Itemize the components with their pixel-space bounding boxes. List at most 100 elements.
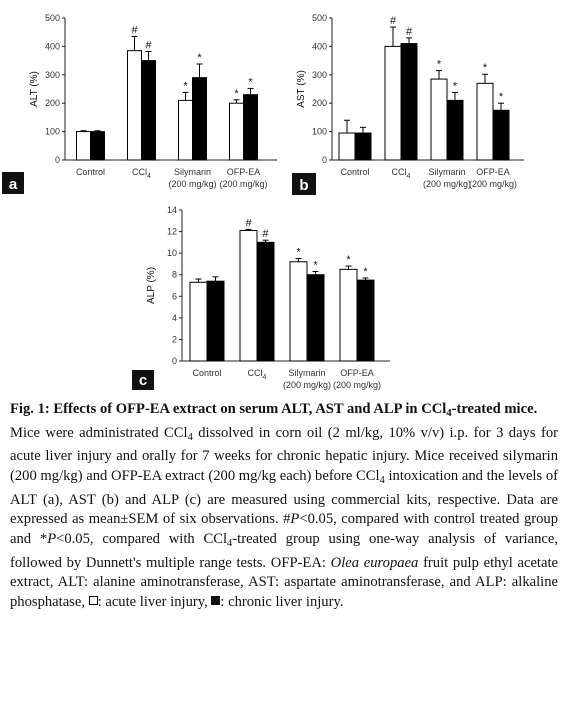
caption-title-text: Fig. 1: Effects of OFP-EA extract on ser… — [10, 401, 447, 417]
caption-text: dissolved in corn oil (2 ml/kg, 10% v/v)… — [10, 424, 558, 485]
significance-hash-mark: # — [145, 40, 152, 52]
figure-area: 0 100 200 300 400 500 ALT (%) Control # # CCl4 * * Si… — [2, 13, 524, 390]
caption-title-text-end: -treated mice. — [451, 401, 538, 417]
panel-badge-label: c — [139, 372, 147, 389]
y-tick-label: 10 — [167, 248, 177, 258]
category-label: Control — [340, 167, 369, 177]
category-label: OFP-EA — [227, 167, 261, 177]
category-label: CCl4 — [248, 368, 267, 381]
open-square-icon — [88, 595, 98, 605]
caption-species-italic: Olea europaea — [330, 554, 419, 571]
chart-panel-ast: 0 100 200 300 400 500 AST (%) Control # # CCl4 * * Si… — [292, 13, 524, 195]
bar-filled — [354, 132, 372, 161]
significance-star-mark: * — [483, 62, 488, 74]
caption-text: <0.05, compared with control treated gro… — [10, 511, 558, 547]
significance-star-mark: * — [363, 266, 368, 278]
caption-title-subscript: 4 — [446, 408, 452, 420]
caption-subscript: 4 — [187, 431, 193, 443]
y-tick-label: 500 — [312, 13, 327, 23]
bar-filled — [400, 43, 418, 161]
bar-filled — [356, 279, 375, 362]
caption-subscript: 4 — [227, 538, 233, 550]
category-label-subscript: 4 — [263, 374, 267, 381]
filled-square-icon — [211, 595, 221, 605]
bar-filled — [90, 131, 105, 161]
y-tick-label: 4 — [172, 313, 177, 323]
significance-star-mark: * — [437, 59, 442, 71]
category-label: Control — [192, 368, 221, 378]
panel-badge — [132, 370, 154, 390]
chart-panel-alp: 0 2 4 6 8 10 12 14 ALP (%) Control # # CCl4 * * Silymar… — [132, 205, 390, 390]
bar-open — [289, 261, 308, 362]
y-axis-label: ALT (%) — [29, 71, 40, 107]
category-label: OFP-EA — [340, 368, 374, 378]
bar-open — [239, 229, 258, 362]
panel-badge — [292, 173, 316, 195]
bar-filled — [306, 274, 325, 362]
panel-badge — [2, 172, 24, 194]
bar-filled — [243, 94, 258, 161]
y-axis-label: AST (%) — [296, 70, 307, 108]
bar-open — [189, 281, 208, 362]
significance-hash-mark: # — [390, 15, 397, 27]
bar-filled — [446, 99, 464, 161]
category-label: Silymarin — [288, 368, 325, 378]
caption-text: : chronic liver injury. — [220, 593, 344, 610]
y-tick-label: 500 — [45, 13, 60, 23]
significance-star-mark: * — [248, 76, 253, 88]
bar-open — [384, 45, 402, 161]
bar-filled — [141, 60, 156, 161]
bar-open — [430, 78, 448, 161]
bar-filled — [206, 280, 225, 362]
y-tick-label: 400 — [45, 41, 60, 51]
bar-filled — [192, 77, 207, 161]
category-label: Silymarin — [428, 167, 465, 177]
category-label: Silymarin — [174, 167, 211, 177]
caption-title: Fig. 1: Effects of OFP-EA extract on ser… — [10, 400, 558, 424]
bar-open — [127, 50, 142, 161]
y-tick-label: 0 — [172, 356, 177, 366]
y-axis-label: ALP (%) — [146, 267, 157, 304]
figure-caption: Fig. 1: Effects of OFP-EA extract on ser… — [10, 400, 558, 613]
significance-star-mark: * — [453, 80, 458, 92]
caption-subscript: 4 — [379, 475, 385, 487]
caption-p-italic: P — [290, 511, 300, 528]
category-sublabel: (200 mg/kg) — [423, 179, 471, 189]
y-tick-label: 6 — [172, 291, 177, 301]
y-tick-label: 300 — [45, 70, 60, 80]
y-tick-label: 100 — [45, 127, 60, 137]
bar-open — [229, 102, 244, 161]
category-sublabel: (200 mg/kg) — [168, 179, 216, 189]
significance-star-mark: * — [499, 91, 504, 103]
y-tick-label: 0 — [55, 155, 60, 165]
y-tick-label: 400 — [312, 41, 327, 51]
significance-star-mark: * — [296, 247, 301, 259]
chart-panel-alt: 0 100 200 300 400 500 ALT (%) Control # # CCl4 * * Si… — [2, 13, 277, 194]
category-label: Control — [76, 167, 105, 177]
y-tick-label: 2 — [172, 334, 177, 344]
category-sublabel: (200 mg/kg) — [219, 179, 267, 189]
significance-star-mark: * — [346, 254, 351, 266]
y-tick-label: 14 — [167, 205, 177, 215]
panel-badge-label: a — [9, 176, 18, 193]
bar-open — [476, 82, 494, 161]
significance-hash-mark: # — [131, 24, 138, 36]
category-label-subscript: 4 — [407, 173, 411, 180]
bar-filled — [492, 109, 510, 161]
category-label: CCl4 — [392, 167, 411, 180]
caption-text: -treated group using one-way analysis of… — [10, 530, 558, 571]
y-tick-label: 200 — [45, 98, 60, 108]
caption-text: <0.05, compared with CCl — [56, 530, 228, 547]
significance-hash-mark: # — [406, 26, 413, 38]
significance-star-mark: * — [183, 80, 188, 92]
caption-body: Mice were administrated CCl4 dissolved i… — [10, 424, 558, 613]
caption-text: Mice were administrated CCl — [10, 424, 188, 441]
category-label: OFP-EA — [476, 167, 510, 177]
category-label-subscript: 4 — [147, 173, 151, 180]
caption-p-italic: P — [47, 530, 57, 547]
caption-text: intoxication and the levels of ALT (a), … — [10, 468, 559, 528]
significance-star-mark: * — [313, 259, 318, 271]
bar-filled — [256, 241, 275, 362]
bar-open — [339, 268, 358, 362]
category-sublabel: (200 mg/kg) — [283, 380, 331, 390]
